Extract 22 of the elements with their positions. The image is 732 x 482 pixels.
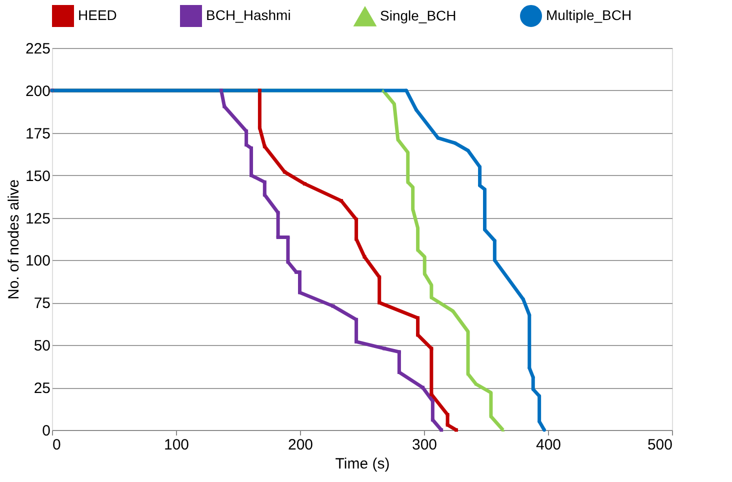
x-tick-label: 500 (647, 436, 672, 454)
legend-label: Single_BCH (380, 8, 456, 24)
y-tick-label: 0 (42, 422, 50, 440)
legend-label: Multiple_BCH (546, 7, 632, 23)
x-tick-label: 0 (52, 436, 61, 454)
y-tick-label: 100 (25, 252, 50, 270)
y-axis-title: No. of nodes alive (5, 179, 22, 300)
x-tick-label: 400 (536, 436, 562, 454)
y-tick-label: 150 (25, 168, 50, 185)
y-tick-label: 25 (34, 380, 50, 398)
x-axis-title: Time (s) (335, 456, 390, 472)
x-tick-label: 100 (164, 436, 190, 454)
y-tick-label: 75 (34, 295, 50, 312)
y-tick-label: 225 (25, 40, 50, 58)
legend-label: BCH_Hashmi (206, 7, 291, 23)
legend-label: HEED (78, 7, 117, 23)
y-tick-label: 50 (34, 338, 50, 355)
y-tick-label: 125 (25, 210, 50, 228)
y-tick-label: 200 (25, 82, 50, 100)
x-tick-label: 300 (412, 436, 438, 454)
x-tick-label: 200 (288, 436, 314, 454)
y-tick-label: 175 (25, 125, 50, 142)
